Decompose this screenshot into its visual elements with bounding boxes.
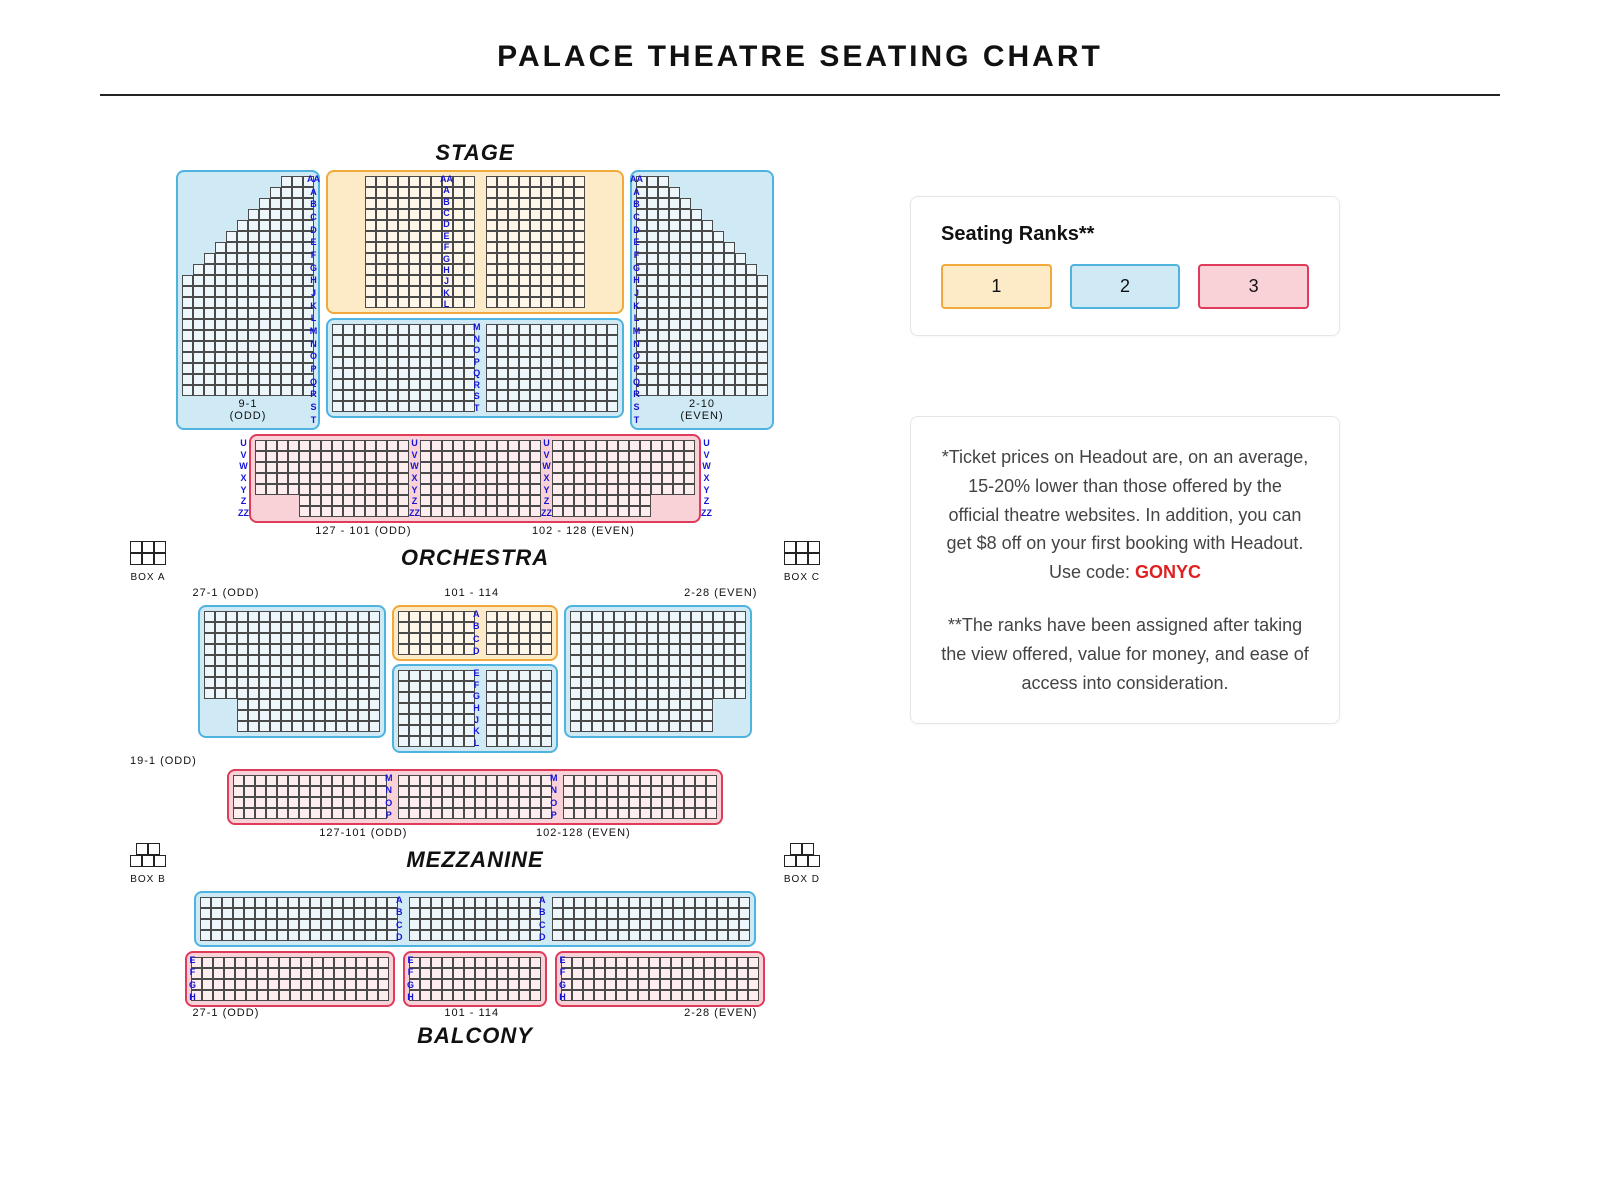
legend-rank-2[interactable]: 2 [1070,264,1181,309]
notes-card: *Ticket prices on Headout are, on an ave… [910,416,1340,724]
mezzanine-center-front[interactable]: ABCD [392,605,558,661]
promo-code: GONYC [1135,562,1201,582]
mezzanine-center-mid[interactable]: EFGHJKL [392,664,558,753]
stage-label: STAGE [100,140,850,166]
mezzanine-heading: MEZZANINE [100,847,850,873]
orchestra-rear[interactable]: UVWXYZZZUVWXYZZZUVWXYZZZUVWXYZZZ [249,434,701,523]
balcony-rear-left[interactable]: EFGH [185,951,395,1007]
balcony-rear-right[interactable]: EFGH [555,951,765,1007]
mezzanine-left[interactable] [198,605,386,738]
balcony-rear-center[interactable]: EFGH [403,951,547,1007]
legend-rank-1[interactable]: 1 [941,264,1052,309]
legend-card: Seating Ranks** 123 [910,196,1340,336]
note-ranks: **The ranks have been assigned after tak… [941,611,1309,697]
legend-title: Seating Ranks** [941,223,1309,246]
legend-rank-3[interactable]: 3 [1198,264,1309,309]
balcony-heading: BALCONY [100,1023,850,1049]
seating-chart: STAGEAAABCDEFGHJKLMNOPQRST9-1 (ODD)AAABC… [100,136,850,1053]
mezzanine-rear[interactable]: MNOPMNOP [227,769,723,825]
orchestra-center-mid[interactable]: MNOPQRST [326,318,624,418]
legend-items: 123 [941,264,1309,309]
orchestra-heading: ORCHESTRA [100,545,850,571]
orchestra-left[interactable]: AAABCDEFGHJKLMNOPQRST9-1 (ODD) [176,170,320,430]
balcony-front[interactable]: ABCDABCD [194,891,756,947]
title-rule [100,94,1500,96]
mezzanine-right[interactable] [564,605,752,738]
note-pricing: *Ticket prices on Headout are, on an ave… [941,443,1309,587]
orchestra-center-front[interactable]: AAABCDEFGHJKL [326,170,624,314]
orchestra-right[interactable]: AAABCDEFGHJKLMNOPQRST2-10 (EVEN) [630,170,774,430]
page-title: PALACE THEATRE SEATING CHART [100,40,1500,74]
